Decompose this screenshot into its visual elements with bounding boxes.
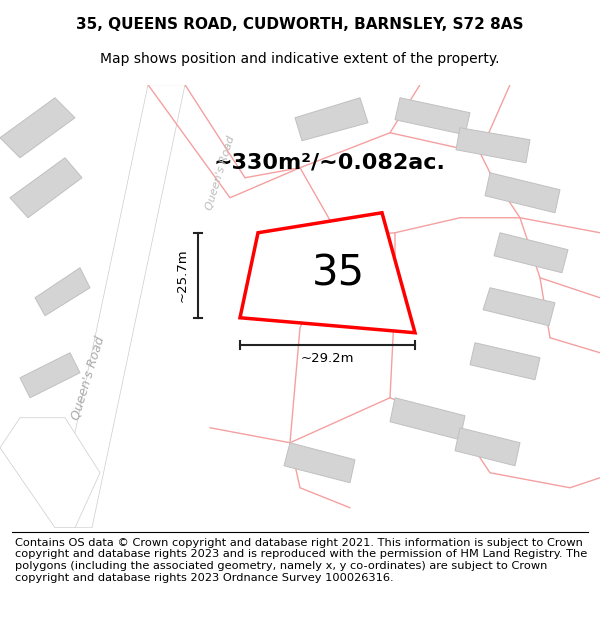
Polygon shape [20,352,80,398]
Polygon shape [0,98,75,158]
Polygon shape [10,158,82,218]
Polygon shape [35,268,90,316]
Polygon shape [240,213,415,332]
Polygon shape [456,127,530,162]
Text: ~29.2m: ~29.2m [301,352,354,365]
Text: 35: 35 [312,253,365,295]
Polygon shape [395,98,470,135]
Polygon shape [0,418,100,528]
Text: Map shows position and indicative extent of the property.: Map shows position and indicative extent… [100,52,500,66]
Polygon shape [483,288,555,326]
Polygon shape [284,442,355,483]
Polygon shape [295,98,368,141]
Text: Queen's Road: Queen's Road [204,134,236,211]
Text: Queen's Road: Queen's Road [69,334,107,421]
Polygon shape [455,428,520,466]
Polygon shape [390,398,465,440]
Polygon shape [470,342,540,380]
Text: 35, QUEENS ROAD, CUDWORTH, BARNSLEY, S72 8AS: 35, QUEENS ROAD, CUDWORTH, BARNSLEY, S72… [76,17,524,32]
Text: Contains OS data © Crown copyright and database right 2021. This information is : Contains OS data © Crown copyright and d… [15,538,587,582]
Polygon shape [494,232,568,272]
Text: ~25.7m: ~25.7m [176,248,188,302]
Text: ~330m²/~0.082ac.: ~330m²/~0.082ac. [214,152,446,173]
Polygon shape [55,85,185,528]
Polygon shape [485,173,560,213]
